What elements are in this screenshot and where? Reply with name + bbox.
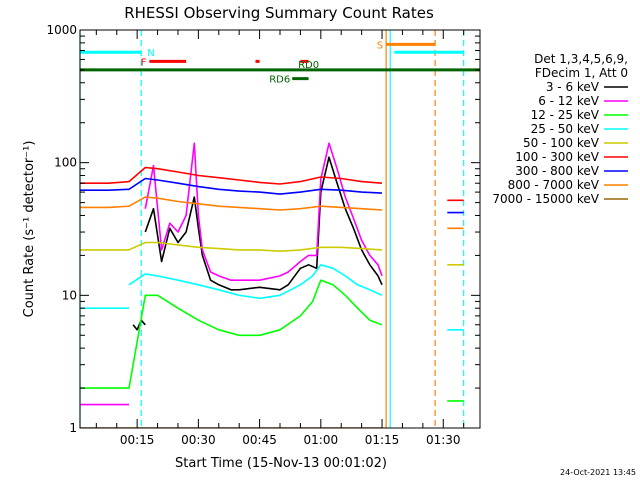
series-lines (80, 142, 464, 428)
plot-frame (79, 29, 481, 429)
y-tick-label: 1000 (46, 23, 77, 37)
series-line-25-50-kev-2 (128, 263, 383, 300)
legend-header-line-2: FDecim 1, Att 0 (535, 66, 628, 80)
series-line-3-6-kev-1 (132, 319, 146, 331)
y-axis: 1 10 100 1000 (46, 23, 480, 435)
legend: Det 1,3,4,5,6,9, FDecim 1, Att 0 3 - 6 k… (492, 52, 628, 206)
state-bar-label-f: F (141, 57, 147, 68)
vertical-markers (79, 30, 465, 428)
legend-label-6-12-kev: 6 - 12 keV (538, 94, 600, 108)
y-axis-label: Count Rate (s⁻¹ detector⁻¹) (22, 141, 37, 318)
state-bar-label-rd6: RD6 (269, 75, 290, 86)
x-tick-label: 01:15 (365, 433, 400, 447)
legend-label-3-6-kev: 3 - 6 keV (546, 80, 600, 94)
legend-label-800-7000-kev: 800 - 7000 keV (508, 178, 600, 192)
series-line-50-100-kev-1 (80, 241, 383, 252)
x-tick-label: 00:45 (242, 433, 277, 447)
legend-label-7000-15000-kev: 7000 - 15000 keV (492, 192, 599, 206)
legend-header-line-1: Det 1,3,4,5,6,9, (534, 52, 628, 66)
y-tick-label: 1 (69, 421, 77, 435)
x-tick-label: 01:00 (304, 433, 339, 447)
legend-label-25-50-kev: 25 - 50 keV (531, 122, 600, 136)
series-line-800-7000-kev-1 (80, 196, 383, 211)
state-bars: NF S RD0 RD6 (80, 40, 480, 86)
generation-timestamp: 24-Oct-2021 13:45 (560, 468, 636, 477)
legend-label-100-300-kev: 100 - 300 keV (515, 150, 599, 164)
state-bar-label-rd0: RD0 (298, 60, 319, 71)
series-line-12-25-kev-1 (80, 279, 383, 389)
legend-label-300-800-kev: 300 - 800 keV (515, 164, 599, 178)
legend-label-50-100-kev: 50 - 100 keV (523, 136, 600, 150)
series-line-3-6-kev-2 (144, 156, 383, 291)
series-line-300-800-kev-1 (80, 177, 383, 195)
series-line-100-300-kev-1 (80, 166, 383, 185)
x-axis-label: Start Time (15-Nov-13 00:01:02) (175, 456, 387, 471)
x-tick-label: 00:15 (120, 433, 155, 447)
legend-label-12-25-kev: 12 - 25 keV (531, 108, 600, 122)
state-bar-label-n: N (147, 48, 154, 59)
chart-title: RHESSI Observing Summary Count Rates (124, 4, 434, 22)
x-tick-label: 01:30 (426, 433, 461, 447)
x-tick-label: 00:30 (181, 433, 216, 447)
x-axis: 00:15 00:30 00:45 01:00 01:15 01:30 (95, 30, 465, 447)
state-bar-label-s: S (377, 40, 383, 51)
y-tick-label: 100 (54, 156, 77, 170)
y-tick-label: 10 (62, 288, 77, 302)
